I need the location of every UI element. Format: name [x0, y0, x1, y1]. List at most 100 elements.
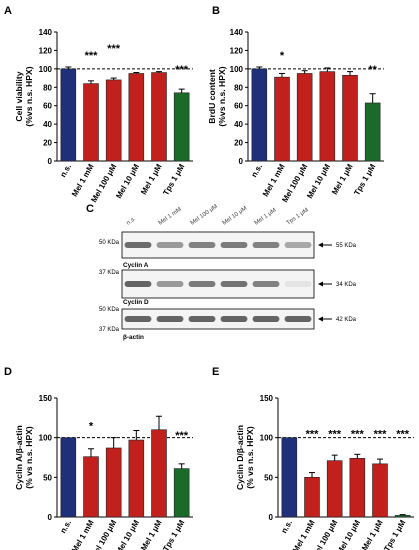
chart-brdu-content: 0 20 40 60 80 100 120 140 BrdU content(%vs n.s. … [207, 28, 384, 204]
y-tick-label: 80 [234, 83, 243, 92]
left-marker-top: 50 KDa [99, 307, 120, 313]
bar [274, 76, 290, 162]
y-tick-label: 150 [260, 394, 274, 403]
bar [319, 71, 336, 162]
bar [128, 439, 145, 518]
y-tick-label: 140 [230, 28, 244, 37]
bar [251, 68, 268, 162]
x-tick-label: n.s. [58, 519, 73, 535]
x-tick-label: Tps 1 μM [161, 518, 186, 550]
blot-band [220, 316, 248, 322]
x-tick-label: Mel 1 mM [291, 518, 317, 550]
blot-band [284, 281, 312, 287]
bar [151, 429, 167, 518]
y-tick-label: 50 [43, 473, 52, 482]
x-tick-label: Mel 10 μM [114, 162, 141, 200]
y-tick-label: 100 [39, 65, 53, 74]
blot-band [156, 242, 184, 248]
bar [281, 437, 298, 518]
left-marker: 50 KDa [99, 240, 120, 246]
right-marker: 34 KDa [336, 282, 357, 288]
blot-band [220, 242, 248, 248]
y-axis-label-line1: Cyclin A/β-actin [14, 425, 24, 490]
significance-marker: *** [306, 428, 320, 440]
significance-marker: *** [374, 428, 388, 440]
y-axis-label-line2: (% vs n.s. HPX) [24, 426, 34, 489]
bar [105, 447, 122, 518]
x-tick-label: Mel 1 μM [139, 518, 164, 550]
y-tick-label: 20 [43, 139, 52, 148]
x-tick-label: n.s. [279, 519, 294, 535]
bar [151, 72, 167, 162]
lane-label: Mel 1 μM [254, 208, 278, 227]
bar [128, 73, 145, 162]
y-tick-label: 60 [234, 102, 243, 111]
y-tick-label: 80 [43, 83, 52, 92]
blot-band [284, 316, 312, 322]
blot-band [124, 316, 152, 322]
x-tick-label: Mel 1 μM [139, 162, 164, 196]
significance-marker: *** [107, 43, 121, 55]
bar [304, 477, 320, 518]
bar [173, 92, 190, 162]
y-axis-label-line1: BrdU content [207, 69, 217, 124]
arrow-head-icon [318, 281, 323, 287]
bar [364, 102, 381, 162]
significance-marker: *** [351, 428, 365, 440]
lane-label: Mel 10 μM [222, 206, 248, 227]
blot-band [252, 242, 280, 248]
y-axis-label-line1: Cyclin D/β-actin [235, 425, 245, 490]
y-axis-label: BrdU content(%vs n.s. HPX) [207, 66, 227, 126]
blot-frame [121, 308, 315, 330]
bar [394, 515, 411, 518]
lane-label: Mel 100 μM [190, 204, 219, 227]
significance-marker: *** [175, 430, 189, 442]
chart-cell-viability: 0 20 40 60 80 100 120 140 Cell viability(%vs n.s… [14, 28, 193, 204]
bar [349, 457, 366, 518]
blot-band [284, 242, 312, 248]
left-marker-bottom: 37 KDa [99, 327, 120, 333]
bar [173, 468, 190, 518]
y-tick-label: 0 [48, 513, 53, 522]
chart-cyclin-d: 0 50 100 150 Cyclin D/β-actin(% vs n.s. HPX)… [235, 394, 414, 550]
x-tick-label: n.s. [58, 163, 73, 179]
bar [105, 79, 122, 162]
y-axis-label-line2: (%vs n.s. HPX) [217, 66, 227, 126]
bar [372, 463, 388, 518]
bar [342, 75, 358, 162]
significance-marker: * [280, 50, 285, 62]
y-axis-label: Cyclin D/β-actin(% vs n.s. HPX) [235, 425, 255, 490]
y-tick-label: 20 [234, 139, 243, 148]
blot-band [156, 316, 184, 322]
y-tick-label: 0 [269, 513, 274, 522]
panel-label-e: E [212, 366, 219, 378]
right-marker: 42 KDa [336, 317, 357, 323]
panel-label-c: C [86, 203, 94, 215]
x-tick-label: Mel 1 μM [360, 518, 385, 550]
y-tick-label: 100 [39, 434, 53, 443]
blot-band [156, 281, 184, 287]
significance-marker: *** [175, 64, 189, 76]
panel-label-b: B [212, 5, 220, 17]
bar [60, 68, 77, 162]
blot-row-name: β-actin [123, 334, 144, 341]
y-tick-label: 140 [39, 28, 53, 37]
x-tick-label: Tps 1 μM [161, 162, 186, 197]
arrow-head-icon [318, 316, 323, 322]
blot-band [124, 242, 152, 248]
lane-label: n.s. [126, 216, 138, 227]
x-tick-label: Tps 1 μM [382, 518, 407, 550]
blot-band [252, 281, 280, 287]
significance-marker: *** [328, 428, 342, 440]
y-axis-label-line1: Cell viability [14, 71, 24, 121]
y-tick-label: 120 [230, 46, 244, 55]
significance-marker: *** [85, 50, 99, 62]
y-tick-label: 0 [48, 157, 53, 166]
x-tick-label: n.s. [249, 163, 264, 179]
panel-label-d: D [4, 366, 12, 378]
y-axis-label-line2: (% vs n.s. HPX) [245, 426, 255, 489]
y-axis-label: Cell viability(%vs n.s. HPX) [14, 66, 34, 126]
blot-band [252, 316, 280, 322]
y-tick-label: 60 [43, 102, 52, 111]
